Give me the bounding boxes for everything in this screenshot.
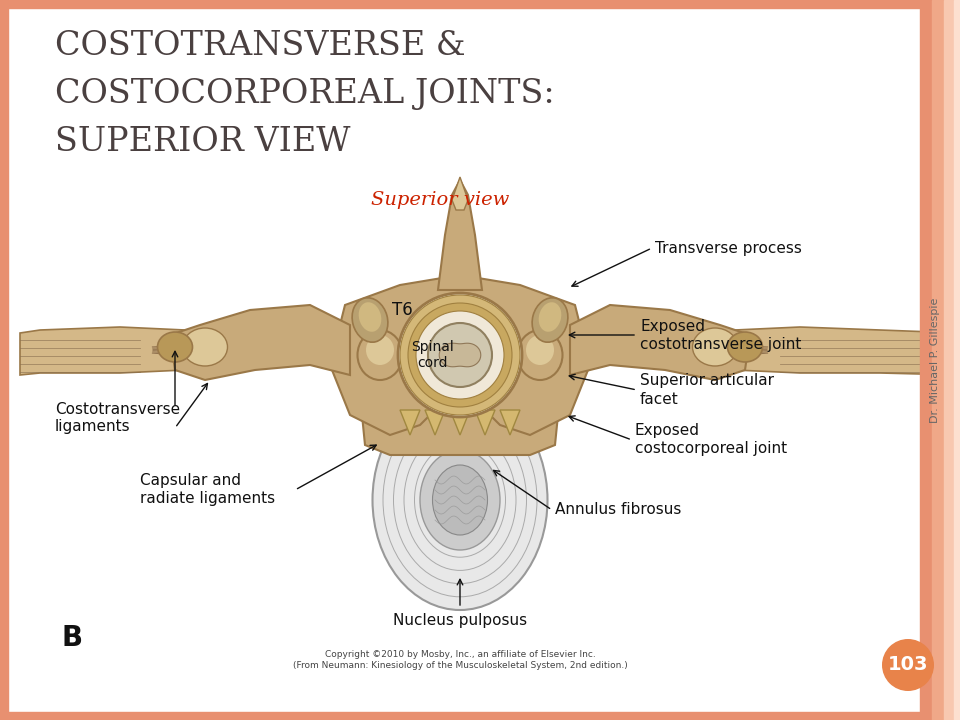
Text: Dr. Michael P. Gillespie: Dr. Michael P. Gillespie — [930, 297, 940, 423]
Text: Copyright ©2010 by Mosby, Inc., an affiliate of Elsevier Inc.
(From Neumann: Kin: Copyright ©2010 by Mosby, Inc., an affil… — [293, 649, 628, 670]
Text: Exposed
costotransverse joint: Exposed costotransverse joint — [640, 318, 802, 351]
Ellipse shape — [428, 323, 492, 387]
Ellipse shape — [517, 330, 563, 380]
Polygon shape — [452, 177, 468, 210]
Ellipse shape — [398, 293, 522, 417]
Polygon shape — [570, 305, 750, 380]
Polygon shape — [360, 375, 560, 455]
Polygon shape — [20, 327, 185, 375]
Bar — [0, 0, 960, 8]
Text: Superior view: Superior view — [371, 191, 509, 209]
Ellipse shape — [420, 450, 500, 550]
Ellipse shape — [433, 465, 488, 535]
Bar — [944, 0, 954, 720]
Text: 103: 103 — [888, 655, 928, 675]
Bar — [920, 0, 932, 720]
Text: Capsular and
radiate ligaments: Capsular and radiate ligaments — [140, 474, 276, 506]
Circle shape — [882, 639, 934, 691]
Bar — [932, 0, 944, 720]
Text: SUPERIOR VIEW: SUPERIOR VIEW — [55, 126, 350, 158]
Bar — [954, 0, 960, 720]
Ellipse shape — [728, 332, 762, 362]
Bar — [0, 0, 8, 720]
Text: COSTOCORPOREAL JOINTS:: COSTOCORPOREAL JOINTS: — [55, 78, 555, 110]
Polygon shape — [425, 410, 445, 435]
Ellipse shape — [532, 298, 568, 342]
Text: Transverse process: Transverse process — [655, 240, 802, 256]
Text: Nucleus pulposus: Nucleus pulposus — [393, 613, 527, 628]
Text: Spinal
cord: Spinal cord — [411, 340, 453, 370]
Bar — [0, 712, 960, 720]
Ellipse shape — [366, 335, 394, 365]
Polygon shape — [735, 327, 960, 375]
Ellipse shape — [157, 332, 193, 362]
Ellipse shape — [352, 298, 388, 342]
Text: COSTOTRANSVERSE &: COSTOTRANSVERSE & — [55, 30, 466, 62]
Text: Costotransverse
ligaments: Costotransverse ligaments — [55, 402, 180, 434]
Polygon shape — [438, 180, 482, 290]
Text: T6: T6 — [392, 301, 413, 319]
Ellipse shape — [416, 311, 504, 399]
Polygon shape — [440, 343, 481, 366]
Ellipse shape — [372, 390, 547, 610]
Ellipse shape — [539, 302, 562, 332]
Text: Annulus fibrosus: Annulus fibrosus — [555, 503, 682, 518]
Polygon shape — [400, 410, 420, 435]
Polygon shape — [475, 410, 495, 435]
Text: Superior articular
facet: Superior articular facet — [640, 374, 774, 407]
Ellipse shape — [692, 328, 737, 366]
Polygon shape — [500, 410, 520, 435]
Polygon shape — [170, 305, 350, 380]
Text: Exposed
costocorporeal joint: Exposed costocorporeal joint — [635, 423, 787, 456]
Ellipse shape — [182, 328, 228, 366]
Ellipse shape — [359, 302, 381, 332]
Ellipse shape — [408, 303, 512, 407]
Polygon shape — [450, 410, 470, 435]
Ellipse shape — [400, 295, 520, 415]
Ellipse shape — [357, 330, 402, 380]
Text: B: B — [61, 624, 83, 652]
Ellipse shape — [526, 335, 554, 365]
Polygon shape — [330, 275, 590, 435]
